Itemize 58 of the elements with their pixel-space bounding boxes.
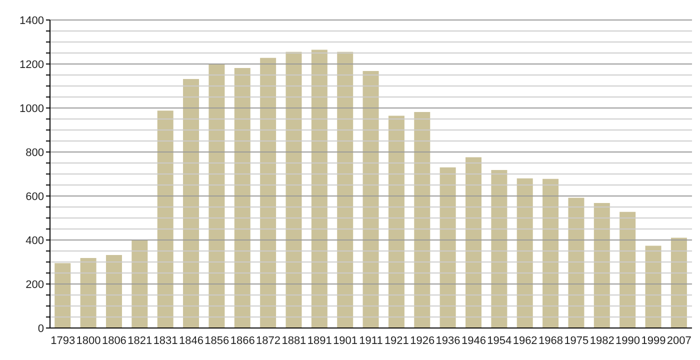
bar <box>568 198 584 328</box>
bar <box>440 167 456 328</box>
bar <box>54 263 71 328</box>
bar <box>362 71 379 328</box>
x-tick-label: 1831 <box>153 334 178 347</box>
bar <box>466 157 482 328</box>
x-tick-label: 1990 <box>616 334 640 347</box>
x-tick-label: 1962 <box>512 334 538 347</box>
bar <box>106 254 122 328</box>
y-tick-label: 400 <box>26 234 44 247</box>
x-tick-label: 2007 <box>666 334 692 347</box>
y-tick-label: 1200 <box>20 58 44 71</box>
y-tick-label: 0 <box>38 322 44 335</box>
bar <box>645 246 662 328</box>
x-tick-label: 1975 <box>564 334 589 347</box>
x-tick-label: 1872 <box>256 334 281 347</box>
x-tick-label: 1921 <box>384 334 409 347</box>
bar <box>157 110 174 328</box>
bar <box>208 64 225 328</box>
bar <box>542 178 559 328</box>
x-tick-label: 1999 <box>641 334 666 347</box>
bar <box>594 203 610 328</box>
bar <box>260 58 276 328</box>
x-tick-label: 1800 <box>76 334 101 347</box>
x-tick-label: 1806 <box>102 334 126 347</box>
x-tick-label: 1866 <box>230 334 255 347</box>
bar <box>337 52 354 328</box>
x-tick-label: 1901 <box>333 334 358 347</box>
x-tick-label: 1881 <box>282 334 306 347</box>
bar <box>80 258 96 328</box>
y-tick-label: 1000 <box>20 102 44 115</box>
x-tick-label: 1968 <box>538 334 563 347</box>
x-tick-label: 1936 <box>436 334 460 347</box>
x-tick-label: 1856 <box>204 334 230 347</box>
bar <box>620 212 636 328</box>
bar <box>670 238 687 328</box>
bar <box>516 178 533 328</box>
x-tick-label: 1911 <box>359 334 383 347</box>
bar <box>234 68 250 328</box>
x-tick-label: 1821 <box>128 334 152 347</box>
x-tick-label: 1982 <box>590 334 614 347</box>
bar <box>132 240 148 328</box>
bar <box>414 112 430 328</box>
y-tick-label: 200 <box>26 278 44 291</box>
y-tick-label: 800 <box>26 146 44 159</box>
x-tick-label: 1793 <box>50 334 76 347</box>
y-tick-label: 1400 <box>20 14 44 27</box>
y-tick-label: 600 <box>26 190 44 203</box>
bar <box>286 52 302 328</box>
x-tick-label: 1946 <box>461 334 486 347</box>
bar <box>388 116 404 328</box>
x-tick-label: 1926 <box>410 334 435 347</box>
bar <box>311 50 328 328</box>
x-tick-label: 1846 <box>179 334 204 347</box>
bar <box>183 78 200 328</box>
x-tick-label: 1954 <box>487 334 512 347</box>
x-tick-label: 1891 <box>307 334 332 347</box>
bar <box>491 170 508 328</box>
